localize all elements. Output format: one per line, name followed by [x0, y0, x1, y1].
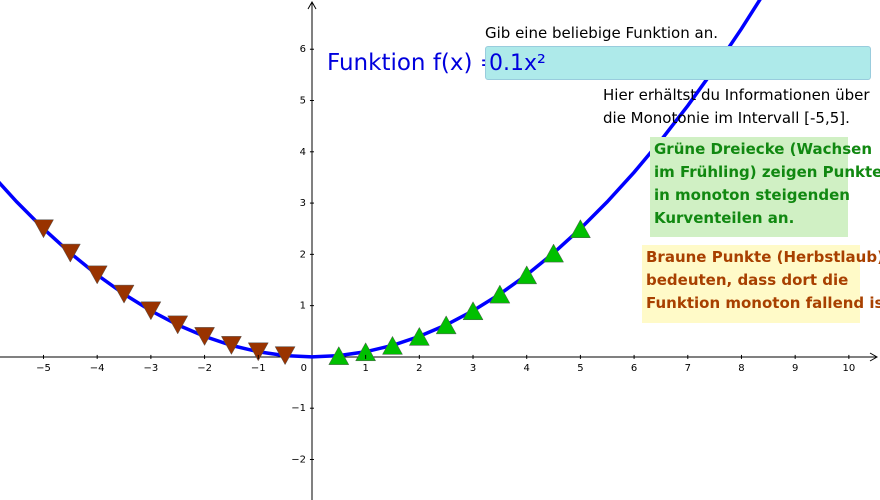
x-tick-label: 6	[631, 363, 637, 374]
text-line: in monoton steigenden	[654, 186, 850, 204]
green-note: Grüne Dreiecke (Wachsen im Frühling) zeig…	[650, 137, 880, 237]
x-tick-label: −3	[143, 363, 158, 374]
brown-note: Braune Punkte (Herbstlaub) bedeuten, dass…	[642, 245, 880, 323]
text-line: Braune Punkte (Herbstlaub)	[646, 248, 880, 266]
text-line: die Monotonie im Intervall [-5,5].	[603, 109, 850, 127]
brown-triangle	[274, 346, 296, 366]
y-tick-label: −2	[291, 454, 306, 465]
x-tick-label: 3	[470, 363, 476, 374]
green-triangle	[489, 284, 511, 304]
y-axis-arrow	[307, 0, 317, 10]
info-text: Hier erhältst du Informationen über die M…	[603, 84, 870, 130]
x-tick-label: 10	[842, 363, 855, 374]
brown-triangle	[167, 315, 189, 335]
brown-triangle	[140, 301, 162, 321]
x-tick-label: 4	[524, 363, 530, 374]
y-tick-label: 1	[300, 301, 306, 312]
brown-triangle	[113, 284, 135, 304]
x-axis-arrow	[869, 352, 879, 362]
y-tick-label: −1	[291, 403, 306, 414]
x-tick-label: −1	[251, 363, 266, 374]
x-tick-label: −2	[197, 363, 212, 374]
green-triangle	[408, 326, 430, 346]
x-tick-label: 2	[416, 363, 422, 374]
text-line: Kurventeilen an.	[654, 209, 795, 227]
text-line: Funktion monoton fallend ist.	[646, 294, 880, 312]
brown-triangle	[33, 219, 54, 239]
brown-triangle	[247, 342, 269, 362]
x-tick-label: 7	[685, 363, 691, 374]
x-tick-label: 0	[301, 363, 307, 374]
green-triangle	[569, 219, 591, 238]
x-tick-label: 8	[738, 363, 744, 374]
green-triangle	[543, 243, 564, 263]
y-tick-label: 5	[300, 96, 306, 107]
input-label: Funktion f(x) =	[327, 50, 500, 76]
prompt: Gib eine beliebige Funktion an.	[485, 24, 718, 42]
green-triangle	[462, 301, 484, 321]
brown-triangle	[59, 243, 81, 263]
green-triangle	[435, 315, 457, 335]
x-tick-label: −4	[90, 363, 105, 374]
x-tick-label: 9	[792, 363, 798, 374]
x-tick-label: 5	[577, 363, 583, 374]
y-tick-label: 2	[300, 249, 306, 260]
x-tick-label: 1	[362, 363, 368, 374]
brown-triangle	[220, 336, 242, 355]
green-triangle	[382, 335, 403, 355]
green-triangle	[516, 265, 538, 285]
y-tick-label: 3	[300, 198, 306, 209]
y-tick-label: 4	[300, 147, 306, 158]
green-triangle	[328, 346, 350, 365]
brown-triangle	[194, 327, 215, 346]
text-line: Grüne Dreiecke (Wachsen	[654, 140, 872, 158]
text-line: Hier erhältst du Informationen über	[603, 86, 870, 104]
function-input[interactable]: 0.1x²	[485, 46, 871, 80]
text-line: im Frühling) zeigen Punkte	[654, 163, 880, 181]
brown-triangle	[86, 265, 108, 285]
text-line: bedeuten, dass dort die	[646, 271, 849, 289]
x-tick-label: −5	[36, 363, 51, 374]
plot-area	[0, 0, 762, 366]
y-tick-label: 6	[300, 44, 306, 55]
green-triangle	[355, 342, 377, 362]
